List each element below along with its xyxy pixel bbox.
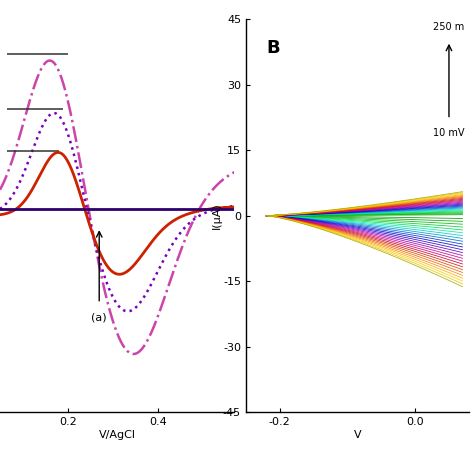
- X-axis label: V: V: [354, 430, 361, 440]
- Y-axis label: I(μA): I(μA): [211, 202, 221, 229]
- Text: (a): (a): [91, 313, 107, 323]
- Text: 250 m: 250 m: [433, 22, 465, 32]
- Text: 10 mV: 10 mV: [433, 128, 465, 138]
- Text: B: B: [266, 39, 280, 56]
- X-axis label: V/AgCl: V/AgCl: [99, 430, 136, 440]
